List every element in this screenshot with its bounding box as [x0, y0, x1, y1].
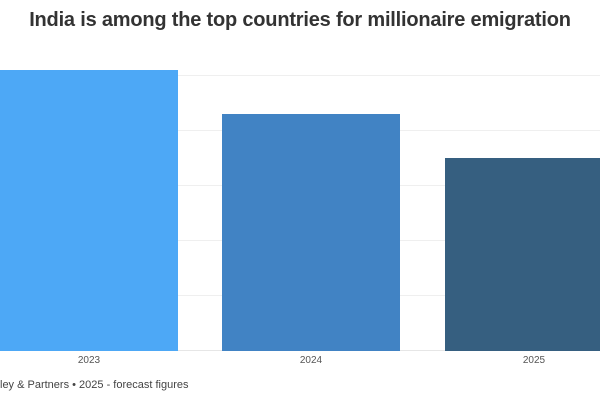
- source-note: ley & Partners • 2025 - forecast figures: [0, 379, 189, 391]
- x-label-2023: 2023: [77, 355, 101, 366]
- x-label-2025: 2025: [522, 355, 546, 366]
- chart-title: India is among the top countries for mil…: [29, 9, 571, 31]
- bar-2023: [0, 70, 178, 351]
- x-label-2024: 2024: [299, 355, 323, 366]
- bar-2025: [445, 158, 600, 351]
- bar-2024: [222, 114, 400, 351]
- gridline: [0, 75, 600, 76]
